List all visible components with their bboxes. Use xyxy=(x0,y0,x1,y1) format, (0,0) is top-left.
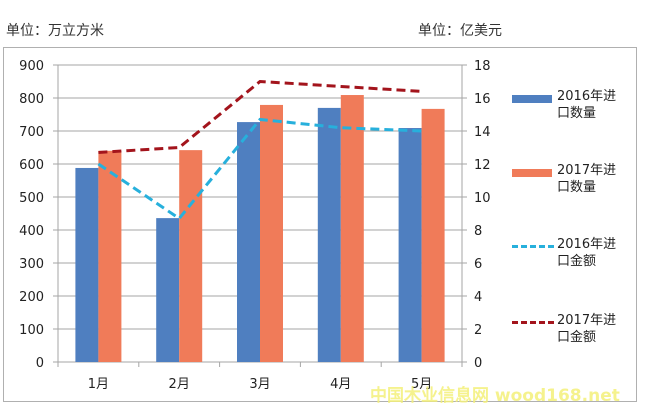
bar xyxy=(75,167,99,362)
bar xyxy=(421,108,445,362)
left-axis-tick: 0 xyxy=(36,356,44,371)
right-axis-tick: 6 xyxy=(474,257,482,272)
left-axis-tick: 300 xyxy=(19,257,44,272)
left-axis-unit-label: 单位：万立方米 xyxy=(6,23,104,39)
watermark: 中国木业信息网 wood168.net xyxy=(370,386,620,406)
line-series xyxy=(97,117,422,221)
bar xyxy=(237,122,260,362)
legend-line-swatch xyxy=(512,321,554,324)
x-axis-label: 3月 xyxy=(249,377,270,392)
left-axis-tick: 100 xyxy=(19,323,44,338)
right-axis-tick: 2 xyxy=(474,323,482,338)
legend-bar-swatch xyxy=(512,95,552,103)
left-axis-tick: 600 xyxy=(19,158,44,173)
right-axis-tick: 10 xyxy=(474,191,491,206)
chart-frame xyxy=(3,47,637,402)
left-axis-tick: 900 xyxy=(19,59,44,74)
right-axis-tick: 12 xyxy=(474,158,491,173)
legend-label: 2017年进 口数量 xyxy=(557,163,617,195)
bar xyxy=(317,107,341,363)
right-axis-tick: 0 xyxy=(474,356,482,371)
right-axis-tick: 4 xyxy=(474,290,482,305)
x-axis-label: 4月 xyxy=(330,377,351,392)
right-axis-tick: 14 xyxy=(474,125,491,140)
legend-line-swatch xyxy=(512,245,554,248)
right-axis-tick: 16 xyxy=(474,92,491,107)
legend-label: 2017年进 口金额 xyxy=(557,313,617,345)
legend-label: 2016年进 口金额 xyxy=(557,237,617,269)
right-axis-unit-label: 单位：亿美元 xyxy=(418,23,502,39)
bar xyxy=(156,218,180,362)
x-axis-label: 2月 xyxy=(169,377,190,392)
left-axis-tick: 200 xyxy=(19,290,44,305)
left-axis-tick: 800 xyxy=(19,92,44,107)
line-series xyxy=(98,79,422,154)
left-axis-tick: 700 xyxy=(19,125,44,140)
bar xyxy=(260,104,283,363)
bar xyxy=(179,150,203,362)
legend-bar-swatch xyxy=(512,169,552,177)
x-axis-label: 5月 xyxy=(411,377,432,392)
bar xyxy=(398,128,422,362)
right-axis-tick: 8 xyxy=(474,224,482,239)
left-axis-tick: 500 xyxy=(19,191,44,206)
bar xyxy=(98,150,122,362)
left-axis-tick: 400 xyxy=(19,224,44,239)
legend-label: 2016年进 口数量 xyxy=(557,89,617,121)
bar xyxy=(340,95,364,362)
right-axis-tick: 18 xyxy=(474,59,491,74)
x-axis-label: 1月 xyxy=(88,377,109,392)
